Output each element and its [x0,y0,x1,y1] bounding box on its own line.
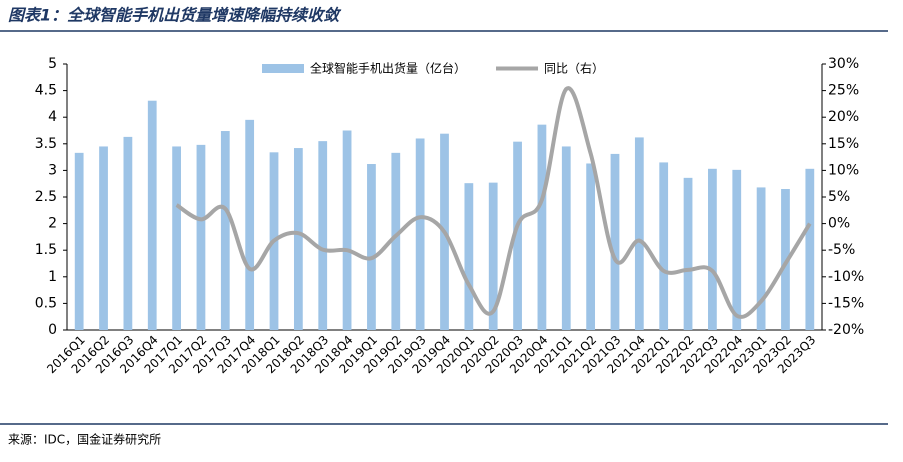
y2-tick-label: 25% [828,83,859,99]
y-tick-label: 4 [48,109,57,125]
y2-tick-label: 10% [828,162,859,178]
y2-tick-label: -10% [828,269,864,285]
y-tick-label: 5 [48,56,57,72]
y2-tick-label: 30% [828,56,859,72]
bar [196,144,206,330]
bar [220,131,230,330]
bar [342,130,352,330]
y-tick-label: 1.5 [35,242,57,258]
y-tick-label: 2 [48,216,57,232]
legend-label: 同比（右） [544,61,604,76]
y2-tick-label: 20% [828,109,859,125]
y-tick-label: 3 [48,162,57,178]
legend-label: 全球智能手机出货量（亿台） [310,61,466,76]
legend-swatch [262,64,304,73]
chart-title: 图表1：全球智能手机出货量增速降幅持续收敛 [8,6,342,25]
y-tick-label: 3.5 [35,136,57,152]
y2-tick-label: -20% [828,322,864,338]
bar [756,187,766,330]
bar [805,168,815,330]
bar [610,153,620,330]
bar [415,138,425,330]
bar [634,137,644,330]
y-tick-label: 2.5 [35,189,57,205]
bar [659,162,669,330]
bar [172,146,181,330]
bar [147,100,157,330]
bar [367,164,376,330]
bar [293,148,303,330]
y-tick-label: 4.5 [35,83,57,99]
bar [683,177,693,330]
bar [123,136,133,330]
bar [586,163,596,330]
bar [318,141,328,330]
bar [74,152,84,330]
y2-tick-label: 0% [828,216,850,232]
bar [245,119,255,330]
bar [781,189,790,330]
bar [99,146,108,330]
source: 来源：IDC，国金证券研究所 [8,432,161,447]
y2-tick-label: -15% [828,295,864,311]
bar [537,124,547,330]
y2-tick-label: 5% [828,189,850,205]
bar [708,168,717,330]
line [175,86,812,319]
bar [732,169,742,330]
bar [391,152,401,330]
y2-tick-label: 15% [828,136,859,152]
bar [488,182,498,330]
y-tick-label: 0.5 [35,295,57,311]
y2-tick-label: -5% [828,242,855,258]
bar [464,183,474,330]
y-tick-label: 0 [48,322,57,338]
bar [561,146,571,330]
y-tick-label: 1 [48,269,57,285]
bar [513,141,522,330]
